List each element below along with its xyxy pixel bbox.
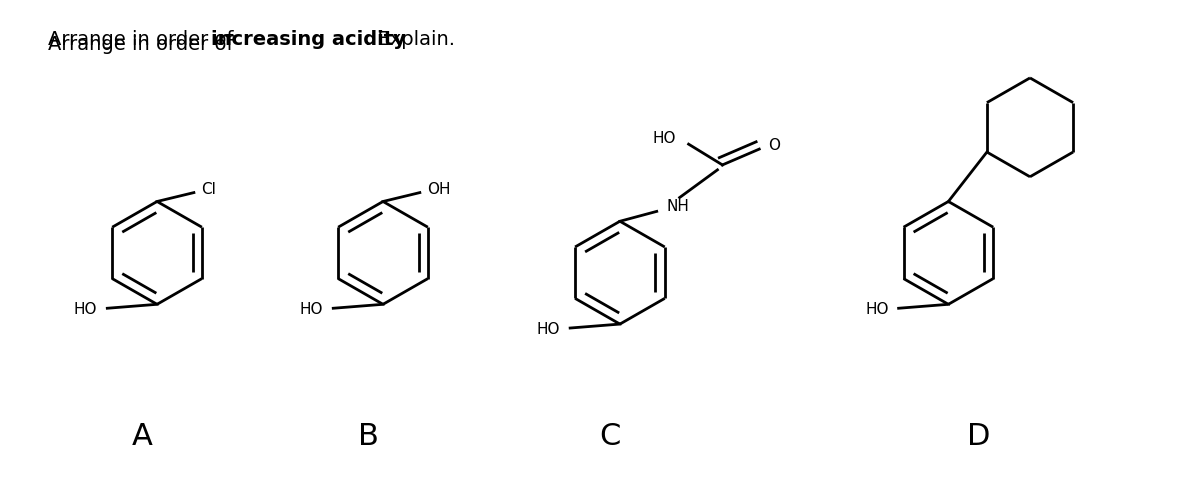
Text: C: C (599, 422, 620, 450)
Text: Cl: Cl (200, 182, 216, 197)
Text: HO: HO (652, 131, 676, 146)
Text: NH: NH (667, 199, 690, 214)
Text: B: B (358, 422, 378, 450)
Text: D: D (966, 422, 990, 450)
Text: OH: OH (427, 182, 450, 197)
Text: Arrange in order of: Arrange in order of (48, 36, 239, 54)
Text: HO: HO (74, 302, 97, 317)
Text: increasing acidity: increasing acidity (211, 30, 406, 49)
Text: A: A (132, 422, 152, 450)
Text: HO: HO (536, 322, 560, 337)
Text: HO: HO (300, 302, 323, 317)
Text: . Explain.: . Explain. (365, 30, 455, 49)
Text: Arrange in order of: Arrange in order of (48, 30, 239, 49)
Text: HO: HO (865, 302, 889, 317)
Text: O: O (768, 138, 780, 153)
